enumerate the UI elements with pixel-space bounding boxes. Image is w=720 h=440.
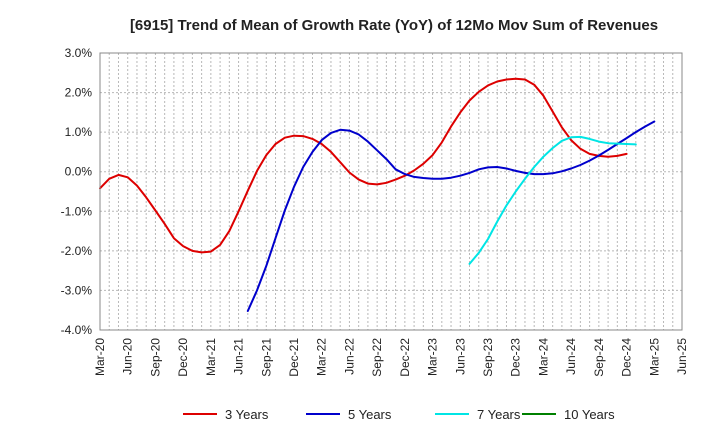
legend-label-10-years: 10 Years (564, 407, 615, 422)
plot-frame (99, 52, 683, 331)
x-tick-label: Mar-23 (426, 338, 440, 376)
x-tick-label: Jun-25 (675, 338, 689, 375)
series-line-7-years (468, 135, 637, 265)
x-tick-label: Jun-20 (121, 338, 135, 375)
y-tick-label: 0.0% (65, 165, 93, 179)
x-axis: Mar-20 Jun-20 Sep-20 Dec-20 Mar-21 Jun-21 Sep-… (93, 338, 689, 377)
y-tick-label: -1.0% (61, 204, 93, 218)
x-tick-label: Sep-24 (592, 338, 606, 377)
x-tick-label: Mar-21 (204, 338, 218, 376)
y-tick-label: 3.0% (65, 46, 93, 60)
x-tick-label: Dec-23 (509, 338, 523, 377)
x-tick-label: Jun-22 (342, 338, 356, 375)
y-axis: 3.0% 2.0% 1.0% 0.0% -1.0% -2.0% -3.0% -4.0% (61, 46, 93, 337)
x-tick-label: Mar-20 (93, 338, 107, 376)
x-tick-label: Dec-20 (176, 338, 190, 377)
x-tick-label: Mar-25 (647, 338, 661, 376)
x-tick-label: Mar-24 (536, 338, 550, 376)
y-tick-label: -3.0% (61, 283, 93, 297)
legend-label-5-years: 5 Years (348, 407, 392, 422)
legend: 3 Years 5 Years 7 Years 10 Years (183, 407, 615, 422)
y-tick-label: 2.0% (65, 86, 93, 100)
y-tick-label: 1.0% (65, 125, 93, 139)
x-tick-label: Sep-23 (481, 338, 495, 377)
y-tick-label: -2.0% (61, 244, 93, 258)
x-tick-label: Dec-22 (398, 338, 412, 377)
x-tick-label: Sep-20 (148, 338, 162, 377)
legend-label-3-years: 3 Years (225, 407, 269, 422)
x-tick-label: Jun-23 (453, 338, 467, 375)
y-tick-label: -4.0% (61, 323, 93, 337)
series-layer (99, 77, 656, 312)
x-tick-label: Jun-21 (232, 338, 246, 375)
x-tick-label: Mar-22 (315, 338, 329, 376)
series-line-3-years (99, 77, 628, 254)
legend-label-7-years: 7 Years (477, 407, 521, 422)
chart-title: [6915] Trend of Mean of Growth Rate (YoY… (130, 17, 658, 34)
x-tick-label: Sep-21 (259, 338, 273, 377)
x-tick-label: Sep-22 (370, 338, 384, 377)
x-tick-label: Dec-24 (620, 338, 634, 377)
x-tick-label: Dec-21 (287, 338, 301, 377)
x-tick-label: Jun-24 (564, 338, 578, 375)
series-line-5-years (246, 120, 656, 312)
grid-layer (100, 53, 682, 330)
